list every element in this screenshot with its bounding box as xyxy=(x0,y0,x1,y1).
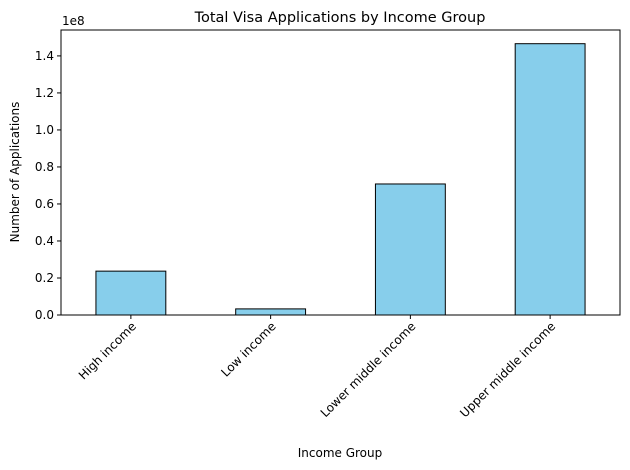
x-tick-label: Upper middle income xyxy=(457,319,558,420)
y-axis-label: Number of Applications xyxy=(8,102,22,243)
chart-title: Total Visa Applications by Income Group xyxy=(194,10,486,26)
bar-low-income xyxy=(235,308,307,316)
x-axis-label: Income Group xyxy=(298,446,383,460)
y-tick-label: 0.8 xyxy=(35,160,54,174)
plot-frame xyxy=(60,29,621,316)
y-tick-label: 1.2 xyxy=(35,86,54,100)
y-tick-label: 0.0 xyxy=(35,308,54,322)
bar-upper-middle-income xyxy=(514,43,586,316)
bar-high-income xyxy=(95,270,167,316)
y-tick-label: 1.0 xyxy=(35,123,54,137)
y-tick-label: 0.6 xyxy=(35,197,54,211)
y-tick-label: 1.4 xyxy=(35,49,54,63)
x-tick-label: High income xyxy=(76,319,139,382)
x-tick-label: Low income xyxy=(218,319,278,379)
bar-lower-middle-income xyxy=(374,183,446,316)
x-tick-label: Lower middle income xyxy=(318,319,419,420)
y-tick-label: 0.2 xyxy=(35,271,54,285)
y-axis-ticks: 0.0 0.2 0.4 0.6 0.8 1.0 1.2 1.4 xyxy=(35,49,61,322)
y-tick-label: 0.4 xyxy=(35,234,54,248)
x-axis-ticks: High income Low income Lower middle income… xyxy=(76,315,558,420)
y-offset-label: 1e8 xyxy=(62,14,85,28)
bars-group xyxy=(95,43,586,316)
